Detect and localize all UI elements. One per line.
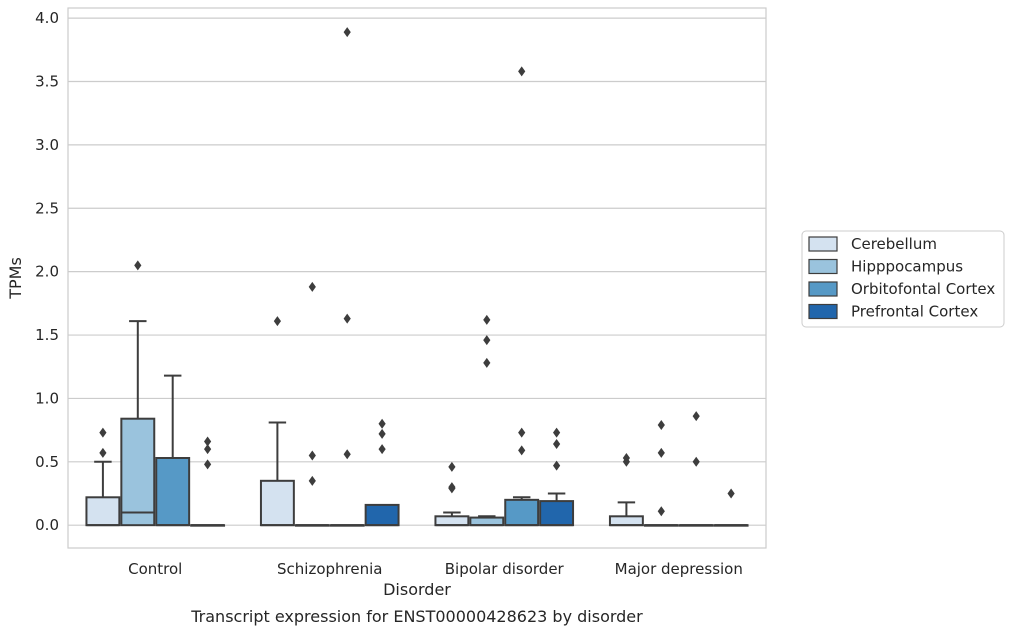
- outlier-point: [99, 447, 107, 458]
- box-group: [643, 420, 679, 527]
- outlier-point: [553, 439, 561, 450]
- y-tick-label: 1.0: [35, 389, 59, 407]
- outlier-point: [518, 66, 526, 77]
- box-body: [469, 516, 505, 527]
- legend-swatch: [808, 303, 838, 320]
- box-body: [155, 457, 191, 527]
- x-tick-label: Bipolar disorder: [445, 560, 565, 578]
- box-body: [539, 500, 575, 527]
- box-body: [608, 515, 644, 527]
- y-tick-label: 1.5: [35, 326, 59, 344]
- y-tick-label: 0.0: [35, 516, 59, 534]
- outlier-point: [378, 418, 386, 429]
- legend-frame: [801, 230, 1005, 328]
- outlier-point: [378, 444, 386, 455]
- legend-swatch: [808, 281, 838, 297]
- box-body: [504, 498, 540, 527]
- box-group: [190, 436, 226, 527]
- outlier-point: [553, 460, 561, 471]
- boxes: [85, 27, 749, 527]
- outlier-point: [692, 456, 700, 467]
- box-group: [294, 281, 330, 527]
- box-group: [504, 66, 540, 527]
- outlier-point: [308, 475, 316, 486]
- y-tick-label: 4.0: [35, 9, 59, 27]
- legend-swatch: [808, 236, 838, 252]
- legend-label: Orbitofontal Cortex: [851, 280, 995, 298]
- box-group: [713, 488, 749, 527]
- box-group: [329, 27, 365, 527]
- box-group: [608, 453, 644, 527]
- outlier-point: [448, 461, 456, 472]
- outlier-point: [553, 427, 561, 438]
- outlier-point: [308, 281, 316, 292]
- box-group: [364, 418, 400, 527]
- y-tick-label: 2.0: [35, 263, 59, 281]
- box-body: [364, 503, 400, 527]
- outlier-point: [343, 313, 351, 324]
- y-tick-labels: 0.0 0.5 1.0 1.5 2.0 2.5 3.0 3.5 4.0: [35, 9, 59, 534]
- outlier-point: [657, 506, 665, 517]
- outlier-point: [134, 260, 142, 271]
- x-axis-label: Disorder: [383, 580, 451, 599]
- legend: Cerebellum Hipppocampus Orbitofontal Corte…: [801, 230, 1005, 328]
- outlier-point: [378, 428, 386, 439]
- legend-label: Cerebellum: [851, 235, 937, 253]
- outlier-point: [483, 314, 491, 325]
- outlier-point: [483, 335, 491, 346]
- x-tick-label: Schizophrenia: [277, 560, 382, 578]
- chart-caption: Transcript expression for ENST0000042862…: [190, 607, 643, 626]
- outlier-point: [657, 447, 665, 458]
- outlier-point: [343, 27, 351, 38]
- y-tick-label: 3.5: [35, 73, 59, 91]
- outlier-point: [204, 436, 212, 447]
- legend-swatch: [808, 258, 838, 275]
- box-group: [120, 260, 156, 527]
- outlier-point: [308, 450, 316, 461]
- y-axis-label: TPMs: [6, 257, 25, 300]
- outlier-point: [518, 427, 526, 438]
- legend-label: Hipppocampus: [851, 258, 963, 276]
- box-body: [85, 496, 121, 527]
- y-tick-label: 3.0: [35, 136, 59, 154]
- outlier-point: [343, 449, 351, 460]
- box-group: [434, 461, 470, 527]
- outlier-point: [483, 357, 491, 368]
- box-group: [85, 427, 121, 527]
- x-tick-label: Major depression: [615, 560, 743, 578]
- box-group: [678, 411, 714, 527]
- outlier-point: [657, 420, 665, 431]
- outlier-point: [204, 444, 212, 455]
- box-body: [120, 417, 156, 527]
- box-group: [469, 314, 505, 527]
- outlier-point: [448, 482, 456, 493]
- outlier-point: [204, 459, 212, 470]
- y-tick-label: 0.5: [35, 453, 59, 471]
- box-group: [539, 427, 575, 527]
- box-group: [155, 374, 191, 527]
- x-tick-label: Control: [128, 560, 182, 578]
- outlier-point: [99, 427, 107, 438]
- outlier-point: [727, 488, 735, 499]
- outlier-point: [692, 411, 700, 422]
- outlier-point: [518, 445, 526, 456]
- x-tick-labels: Control Schizophrenia Bipolar disorder Majo…: [128, 560, 743, 578]
- box-body: [434, 515, 470, 527]
- box-body: [259, 479, 295, 527]
- legend-label: Prefrontal Cortex: [851, 303, 978, 321]
- y-tick-label: 2.5: [35, 199, 59, 217]
- outlier-point: [273, 316, 281, 327]
- box-group: [259, 316, 295, 527]
- outlier-point: [622, 453, 630, 463]
